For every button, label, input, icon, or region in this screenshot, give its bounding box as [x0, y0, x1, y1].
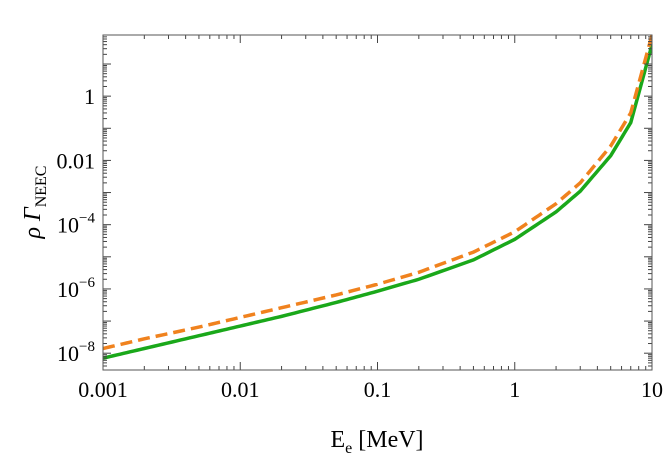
x-axis: 0.001 0.01 0.1 1 10: [78, 35, 663, 402]
y-tick-label: 10−8: [57, 339, 95, 366]
y-tick-label: 0.01: [57, 148, 96, 173]
series-line-solid: [103, 44, 652, 360]
x-tick-label: 0.01: [221, 377, 260, 402]
x-tick-label: 10: [641, 377, 663, 402]
x-axis-label: Ee [MeV]: [330, 427, 423, 457]
x-tick-label: 0.001: [78, 377, 128, 402]
series-line-dashed: [103, 35, 652, 351]
y-tick-label: 1: [84, 84, 95, 109]
plot-area: [103, 35, 652, 360]
y-tick-label: 10−4: [57, 211, 95, 238]
y-axis-label: ρ ΓNEEC: [20, 166, 50, 240]
x-tick-label: 0.1: [364, 377, 392, 402]
y-axis: 10−8 10−6 10−4 0.01 1: [57, 34, 652, 371]
y-tick-label: 10−6: [57, 275, 95, 302]
plot-frame: [102, 34, 653, 371]
x-tick-label: 1: [509, 377, 520, 402]
